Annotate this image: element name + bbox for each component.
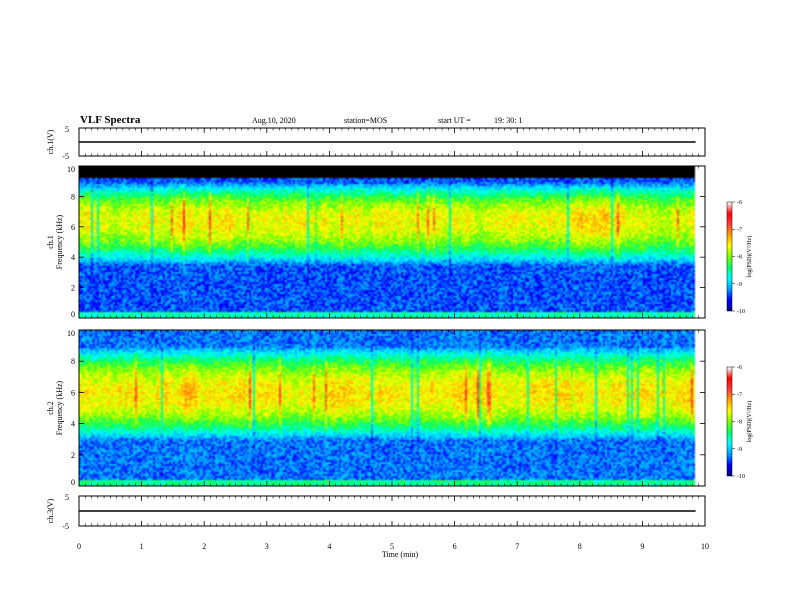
- x-tick-label: 6: [453, 542, 457, 551]
- ch2-colorbar-image: [727, 367, 732, 476]
- ch2-spectrogram-ytick-label: 6: [71, 388, 75, 397]
- ch1-spectrogram-ytick-label: 8: [71, 192, 75, 201]
- ch1-colorbar-tick-label: -7: [737, 227, 742, 233]
- ch2-spectrogram-ytick-label: 0: [71, 478, 75, 487]
- date-label: Aug.10, 2020: [252, 116, 296, 125]
- ch2-spectrogram-ylabel-line2: Frequency (kHz): [55, 380, 64, 435]
- ch1-spectrogram-ytick-label: 10: [67, 165, 75, 174]
- ch2-spectrogram-ytick-label: 10: [67, 329, 75, 338]
- station-label: station=MOS: [344, 116, 387, 125]
- ch1-spectrogram-image: [79, 166, 705, 318]
- ch2-colorbar-tick-label: -7: [737, 392, 742, 398]
- figure-title: VLF Spectra: [80, 114, 141, 126]
- ch1-colorbar-image: [727, 202, 732, 311]
- ch1-waveform-ylabel: ch.1(V): [46, 129, 55, 154]
- ch3-waveform-ytick-label: -5: [62, 522, 69, 531]
- x-tick-label: 1: [140, 542, 144, 551]
- ch1-spectrogram-ytick-label: 0: [71, 310, 75, 319]
- ch1-waveform-panel: 5 -5 ch.1(V): [46, 125, 706, 161]
- ch2-spectrogram-ytick-label: 8: [71, 357, 75, 366]
- ch2-spectrogram-image: [79, 330, 705, 486]
- ch1-waveform-ytick-label: -5: [62, 152, 69, 161]
- ch1-spectrogram-panel: 0 2 4 6 8 10 ch.1 Frequency (kHz): [46, 165, 706, 319]
- ch1-spectrogram-ylabel: ch.1: [46, 235, 55, 249]
- ch2-colorbar-tick-label: -6: [737, 365, 742, 371]
- ch1-waveform-ytick-label: 5: [65, 125, 69, 134]
- x-tick-label: 10: [701, 542, 709, 551]
- ch2-colorbar-tick-label: -10: [737, 474, 745, 480]
- ch1-colorbar: -6 -7 -8 -9 -10 log(PSD)(V²/Hz): [726, 200, 753, 315]
- x-tick-label: 0: [77, 542, 81, 551]
- ch3-waveform-ytick-label: 5: [65, 493, 69, 502]
- ch1-colorbar-tick-label: -9: [737, 282, 742, 288]
- ch2-spectrogram-ylabel: ch.2: [46, 401, 55, 415]
- ch1-spectrogram-ytick-label: 2: [71, 284, 75, 293]
- x-tick-label: 8: [578, 542, 582, 551]
- ch1-colorbar-tick-label: -6: [737, 200, 742, 206]
- ch3-waveform-panel: 5 -5 ch.3(V): [46, 493, 706, 531]
- x-tick-label: 9: [640, 542, 644, 551]
- x-tick-label: 3: [265, 542, 269, 551]
- start-ut-value: 19: 30: 1: [494, 116, 522, 125]
- time-axis: 0 1 2 3 4 5 6 7 8 9 10: [77, 542, 709, 551]
- ch3-waveform-ylabel: ch.3(V): [46, 498, 55, 523]
- ch2-spectrogram-ytick-label: 2: [71, 451, 75, 460]
- ch1-colorbar-tick-label: -8: [737, 255, 742, 261]
- start-ut-label: start UT =: [438, 116, 471, 125]
- x-tick-label: 4: [327, 542, 331, 551]
- ch1-spectrogram-ylabel-line2: Frequency (kHz): [55, 214, 64, 269]
- ch2-spectrogram-ytick-label: 4: [71, 420, 75, 429]
- x-tick-label: 5: [390, 542, 394, 551]
- ch1-colorbar-label: log(PSD)(V²/Hz): [746, 236, 753, 277]
- ch1-spectrogram-ytick-label: 4: [71, 253, 75, 262]
- ch2-colorbar: -6 -7 -8 -9 -10 log(PSD)(V²/Hz): [726, 365, 753, 480]
- ch2-spectrogram-panel: 0 2 4 6 8 10 ch.2 Frequency (kHz): [46, 329, 706, 487]
- ch2-colorbar-label: log(PSD)(V²/Hz): [746, 401, 753, 442]
- x-tick-label: 7: [515, 542, 519, 551]
- ch2-colorbar-tick-label: -9: [737, 447, 742, 453]
- ch1-colorbar-tick-label: -10: [737, 309, 745, 315]
- x-axis-label: Time (min): [382, 550, 419, 559]
- ch1-spectrogram-ytick-label: 6: [71, 223, 75, 232]
- ch2-colorbar-tick-label: -8: [737, 420, 742, 426]
- x-tick-label: 2: [202, 542, 206, 551]
